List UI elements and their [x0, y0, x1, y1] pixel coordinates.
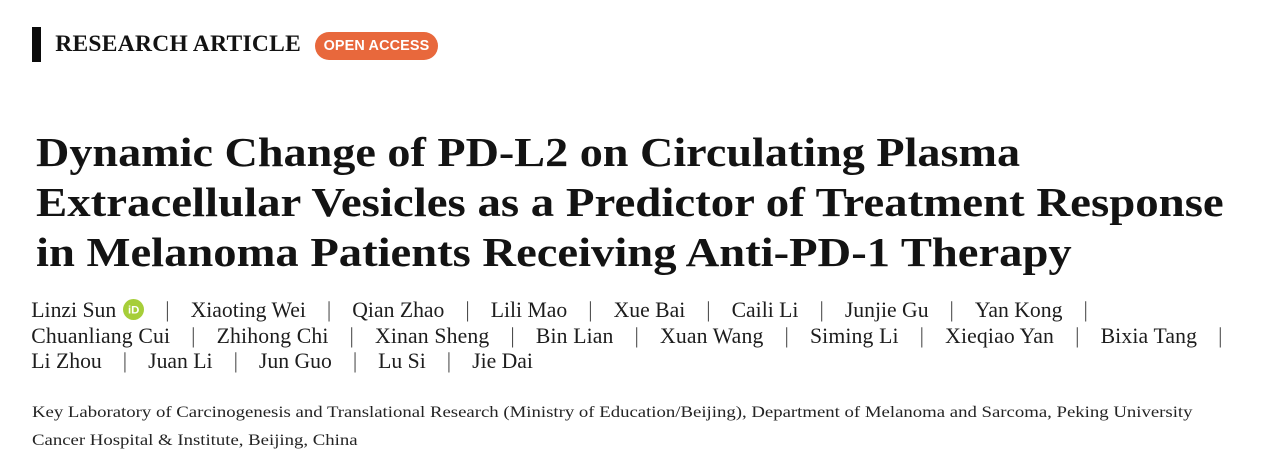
svg-text:iD: iD	[128, 304, 139, 316]
